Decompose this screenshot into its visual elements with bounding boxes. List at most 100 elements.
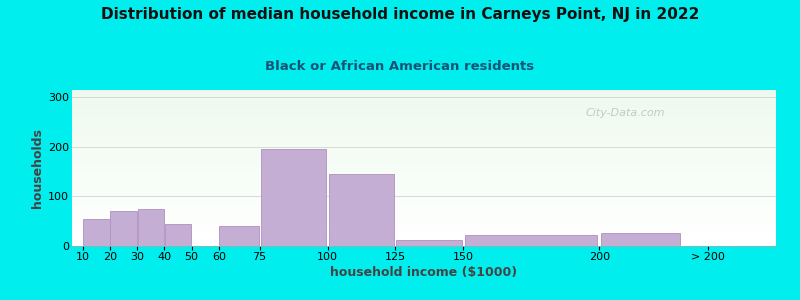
Bar xyxy=(72,96,776,98)
Bar xyxy=(261,149,326,246)
Bar xyxy=(72,223,776,224)
Bar xyxy=(72,233,776,235)
Bar xyxy=(72,135,776,137)
Bar xyxy=(72,90,776,92)
Bar xyxy=(72,167,776,168)
Bar xyxy=(72,232,776,233)
Bar xyxy=(397,240,462,246)
Bar xyxy=(466,235,598,246)
Bar xyxy=(72,154,776,155)
Bar xyxy=(72,196,776,198)
Text: Black or African American residents: Black or African American residents xyxy=(266,60,534,73)
Bar xyxy=(72,151,776,152)
Bar xyxy=(72,241,776,243)
Bar xyxy=(110,211,137,246)
Bar xyxy=(72,126,776,128)
Bar xyxy=(72,95,776,96)
Bar xyxy=(72,121,776,123)
Bar xyxy=(72,181,776,182)
Bar xyxy=(72,179,776,181)
Bar xyxy=(72,185,776,187)
Bar xyxy=(72,145,776,146)
Bar xyxy=(72,202,776,204)
Text: City-Data.com: City-Data.com xyxy=(586,108,666,118)
Bar xyxy=(72,104,776,106)
Text: Distribution of median household income in Carneys Point, NJ in 2022: Distribution of median household income … xyxy=(101,8,699,22)
Bar xyxy=(72,110,776,112)
Bar xyxy=(72,193,776,194)
Bar xyxy=(72,107,776,109)
Bar xyxy=(72,215,776,216)
Bar xyxy=(72,207,776,208)
Bar xyxy=(72,128,776,129)
Bar xyxy=(72,171,776,173)
Bar xyxy=(72,159,776,160)
Bar xyxy=(72,174,776,176)
Bar xyxy=(72,116,776,118)
Bar xyxy=(72,92,776,93)
Bar xyxy=(72,106,776,107)
Bar xyxy=(72,227,776,229)
Bar xyxy=(72,138,776,140)
Bar xyxy=(72,173,776,174)
Bar xyxy=(72,226,776,227)
Bar xyxy=(138,209,164,246)
Bar xyxy=(72,143,776,145)
Bar xyxy=(72,184,776,185)
Bar xyxy=(72,130,776,132)
Bar xyxy=(601,232,680,246)
Bar xyxy=(72,198,776,199)
Bar xyxy=(72,142,776,143)
Bar xyxy=(72,93,776,95)
Bar xyxy=(329,174,394,246)
Bar xyxy=(72,129,776,130)
Bar xyxy=(219,226,259,246)
Bar xyxy=(72,218,776,220)
Bar xyxy=(72,213,776,215)
Bar xyxy=(72,99,776,101)
Bar xyxy=(72,216,776,218)
Bar xyxy=(72,146,776,148)
Bar xyxy=(72,132,776,134)
Bar xyxy=(72,113,776,115)
Bar xyxy=(72,112,776,113)
Bar xyxy=(72,229,776,230)
Bar xyxy=(72,103,776,104)
Bar xyxy=(72,155,776,157)
Bar xyxy=(72,206,776,207)
Bar xyxy=(83,219,110,246)
Bar xyxy=(72,137,776,138)
Bar xyxy=(72,191,776,193)
Bar xyxy=(72,201,776,202)
Bar xyxy=(72,182,776,184)
Bar xyxy=(72,208,776,210)
Bar xyxy=(72,220,776,221)
Bar xyxy=(72,109,776,110)
Bar xyxy=(72,115,776,116)
Bar xyxy=(72,168,776,170)
Bar xyxy=(72,212,776,213)
Bar xyxy=(72,190,776,191)
Bar xyxy=(72,123,776,124)
Bar xyxy=(72,240,776,241)
Bar xyxy=(72,176,776,177)
Bar xyxy=(72,177,776,179)
Bar xyxy=(72,118,776,120)
Bar xyxy=(72,124,776,126)
Bar xyxy=(72,101,776,103)
Bar xyxy=(72,243,776,244)
Bar xyxy=(72,230,776,232)
Bar xyxy=(72,152,776,154)
Bar xyxy=(72,148,776,149)
Bar xyxy=(72,98,776,99)
Bar xyxy=(72,163,776,165)
Bar xyxy=(72,188,776,190)
Bar xyxy=(72,199,776,201)
Bar xyxy=(72,169,776,171)
Bar xyxy=(72,157,776,159)
Bar xyxy=(72,244,776,246)
Bar xyxy=(72,187,776,188)
Bar xyxy=(72,162,776,163)
Bar xyxy=(72,149,776,151)
Bar xyxy=(72,160,776,162)
